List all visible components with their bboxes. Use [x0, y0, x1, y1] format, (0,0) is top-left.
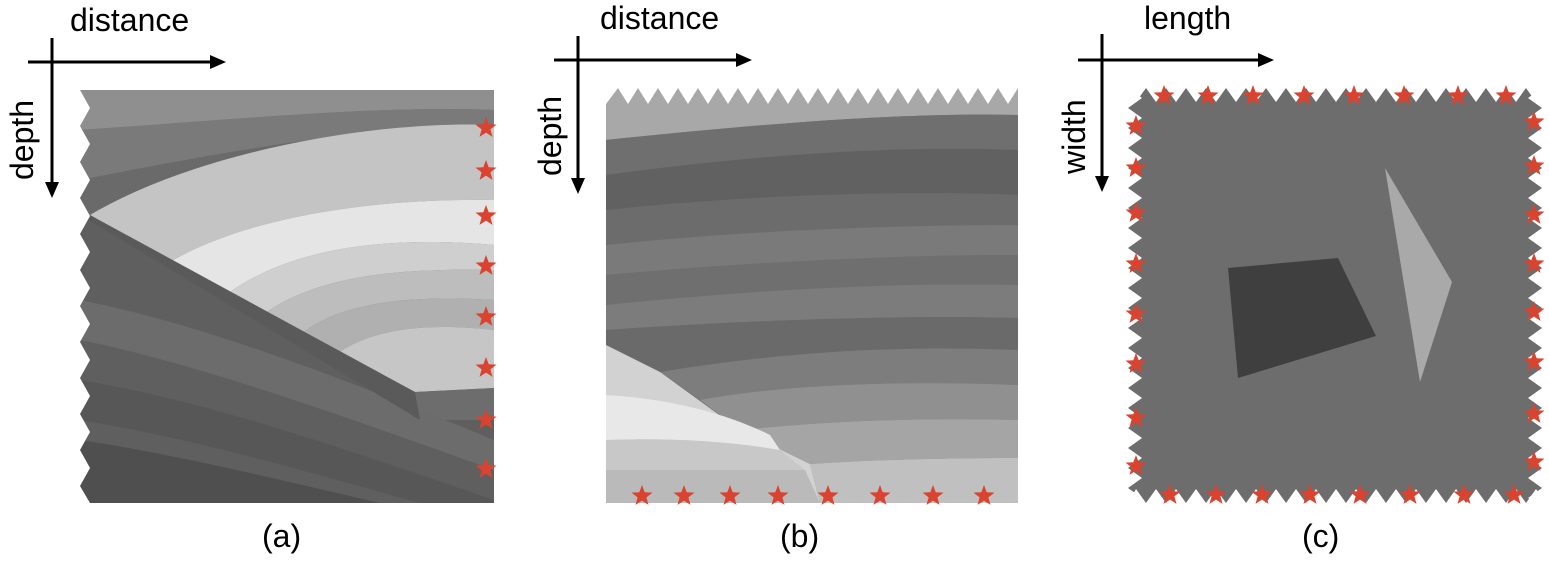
receiver-star-icon [1293, 85, 1315, 105]
receiver-star-icon [1523, 155, 1545, 175]
caption-b: (b) [780, 518, 820, 554]
receiver-star-icon [767, 485, 789, 505]
panel-b-figure [554, 36, 1018, 505]
receiver-star-icon [1495, 85, 1517, 105]
receiver-star-icon [1523, 111, 1545, 131]
receiver-star-icon [1125, 253, 1147, 273]
receiver-star-icon [475, 255, 497, 275]
receiver-star-icon [631, 485, 653, 505]
receiver-star-icon [1251, 484, 1273, 504]
receiver-star-icon [1205, 484, 1227, 504]
caption-c: (c) [1302, 518, 1340, 554]
receiver-star-icon [1343, 85, 1365, 105]
receiver-star-icon [673, 485, 695, 505]
receiver-star-icon [1503, 484, 1525, 504]
receiver-star-icon [1447, 85, 1469, 105]
caption-a: (a) [262, 518, 302, 554]
receiver-star-icon [1125, 202, 1147, 222]
velocity-model-a [80, 90, 494, 503]
receiver-star-icon [475, 160, 497, 180]
receiver-star-icon [1393, 85, 1415, 105]
receiver-star-icon [1349, 484, 1371, 504]
receiver-star-icon [1299, 484, 1321, 504]
receiver-star-icon [475, 306, 497, 326]
receiver-star-icon [475, 117, 497, 137]
panel-c-figure [1078, 34, 1546, 507]
receiver-star-icon [1125, 115, 1147, 135]
receiver-star-icon [817, 485, 839, 505]
absorbing-boundary-a [76, 90, 90, 503]
receiver-star-icon [1523, 451, 1545, 471]
axis-label-horizontal-c: length [1144, 0, 1232, 36]
receiver-star-icon [1523, 351, 1545, 371]
receiver-star-icon [1453, 484, 1475, 504]
axis-label-vertical-c: width [1056, 99, 1092, 174]
axis-arrows-a [28, 38, 226, 198]
receivers-c [1125, 85, 1545, 504]
receiver-star-icon [1242, 85, 1264, 105]
receiver-star-icon [475, 357, 497, 377]
receiver-star-icon [973, 485, 995, 505]
receiver-star-icon [719, 485, 741, 505]
receiver-star-icon [1125, 455, 1147, 475]
receiver-star-icon [1399, 484, 1421, 504]
axis-label-vertical-a: depth [4, 99, 40, 180]
receiver-star-icon [922, 485, 944, 505]
receiver-star-icon [475, 205, 497, 225]
triangle-inclusion [1385, 168, 1452, 382]
receiver-star-icon [475, 409, 497, 429]
axis-label-vertical-b: depth [532, 95, 568, 176]
axis-label-horizontal-a: distance [70, 2, 190, 38]
receiver-star-icon [1523, 253, 1545, 273]
panel-a: distance depth (a) [0, 0, 510, 561]
receiver-star-icon [1159, 484, 1181, 504]
panel-b: distance depth (b) [520, 0, 1030, 561]
axis-label-horizontal-b: distance [600, 0, 720, 36]
receivers-a [475, 117, 497, 478]
absorbing-boundary-b [606, 84, 1018, 104]
receiver-star-icon [1125, 353, 1147, 373]
receiver-star-icon [1125, 407, 1147, 427]
square-inclusion [1228, 258, 1376, 378]
receiver-star-icon [869, 485, 891, 505]
receiver-star-icon [1125, 303, 1147, 323]
receiver-star-icon [1523, 403, 1545, 423]
panel-c: length width (c) [1040, 0, 1549, 561]
axis-arrows-b [554, 36, 752, 194]
receiver-star-icon [1197, 85, 1219, 105]
receiver-star-icon [1125, 157, 1147, 177]
receiver-star-icon [1523, 301, 1545, 321]
receiver-star-icon [475, 458, 497, 478]
velocity-model-b [606, 88, 1018, 503]
panel-a-figure [28, 38, 497, 503]
receiver-star-icon [1153, 85, 1175, 105]
axis-arrows-c [1078, 34, 1274, 192]
receiver-star-icon [1523, 204, 1545, 224]
absorbing-boundary-c [1124, 84, 1546, 507]
receivers-b [631, 485, 995, 505]
